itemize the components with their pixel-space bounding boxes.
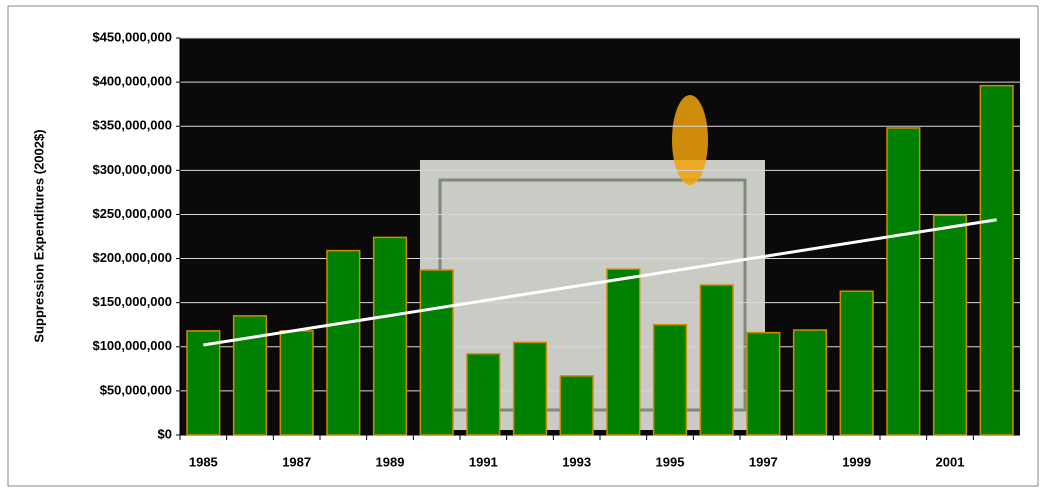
bar <box>886 127 921 436</box>
y-axis-label: Suppression Expenditures (2002$) <box>31 129 46 342</box>
x-tick-label: 1995 <box>656 454 685 469</box>
bar <box>932 214 968 436</box>
bar <box>186 330 221 436</box>
flame <box>672 95 708 185</box>
x-tick-label: 2001 <box>936 454 965 469</box>
y-tick-label: $100,000,000 <box>92 338 172 353</box>
bar <box>839 290 874 436</box>
bar <box>372 236 408 436</box>
y-tick-label: $150,000,000 <box>92 294 172 309</box>
bar <box>979 84 1014 436</box>
bar <box>606 268 641 436</box>
x-tick-label: 1993 <box>562 454 591 469</box>
x-tick-label: 1997 <box>749 454 778 469</box>
bar <box>466 353 501 436</box>
y-tick-label: $50,000,000 <box>100 382 172 397</box>
x-tick-label: 1989 <box>376 454 405 469</box>
x-tick-label: 1999 <box>842 454 871 469</box>
y-tick-label: $200,000,000 <box>92 250 172 265</box>
y-tick-label: $400,000,000 <box>92 74 172 89</box>
x-tick-label: 1987 <box>282 454 311 469</box>
y-tick-label: $250,000,000 <box>92 206 172 221</box>
bar <box>559 375 594 436</box>
trendline <box>203 218 997 347</box>
x-tick-label: 1985 <box>189 454 218 469</box>
y-tick-label: $350,000,000 <box>92 118 172 133</box>
bar <box>699 284 734 436</box>
bar <box>232 315 268 436</box>
y-tick-label: $300,000,000 <box>92 162 172 177</box>
bar <box>746 331 781 436</box>
x-tick-label: 1991 <box>469 454 498 469</box>
bar <box>326 249 361 436</box>
bar <box>652 323 688 436</box>
bar <box>512 341 548 436</box>
bar <box>792 329 828 436</box>
bar <box>279 330 314 436</box>
y-tick-label: $0 <box>158 426 172 441</box>
bar <box>419 269 454 436</box>
y-tick-label: $450,000,000 <box>92 29 172 44</box>
